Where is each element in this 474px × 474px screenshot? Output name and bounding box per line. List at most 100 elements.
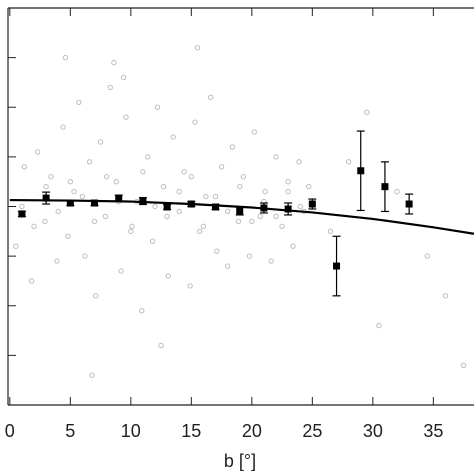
x-tick-label: 5 — [65, 421, 75, 441]
point — [107, 84, 113, 91]
binned-point — [212, 203, 220, 211]
point — [103, 174, 110, 180]
x-tick-label: 25 — [302, 421, 322, 441]
point — [86, 159, 93, 165]
point — [273, 213, 279, 220]
point — [296, 159, 302, 165]
point — [79, 193, 86, 200]
point — [290, 243, 296, 249]
point — [123, 114, 129, 120]
point — [62, 54, 69, 61]
point — [249, 218, 255, 225]
point — [139, 308, 145, 314]
binned-point — [381, 183, 389, 191]
point — [89, 372, 95, 378]
point — [257, 213, 264, 220]
point — [200, 223, 207, 230]
point — [55, 208, 61, 215]
point — [21, 164, 28, 170]
point — [181, 169, 187, 175]
point — [207, 94, 214, 101]
binned-point — [405, 200, 413, 208]
point — [187, 283, 193, 289]
point — [118, 268, 124, 274]
point — [67, 178, 74, 185]
point — [113, 178, 120, 185]
point — [394, 188, 400, 195]
point — [197, 228, 203, 235]
point — [262, 188, 268, 195]
x-tick-label: 10 — [121, 421, 141, 441]
binned-point — [236, 207, 244, 215]
point — [34, 149, 41, 155]
point — [129, 223, 135, 230]
point — [246, 253, 253, 259]
point — [251, 129, 257, 135]
point — [111, 59, 117, 66]
point — [170, 134, 176, 140]
point — [235, 218, 242, 225]
x-tick-label: 30 — [363, 421, 383, 441]
binned-point — [308, 200, 316, 208]
point — [164, 213, 170, 220]
point — [19, 203, 25, 210]
x-tick-label: 15 — [181, 421, 201, 441]
binned-point — [163, 203, 171, 211]
point — [424, 253, 430, 259]
binned-point — [18, 210, 26, 218]
point — [43, 183, 49, 190]
point — [149, 238, 156, 244]
binned-point — [284, 205, 292, 213]
point — [345, 159, 352, 165]
binned-point — [357, 167, 365, 175]
point — [65, 233, 71, 239]
point — [152, 203, 158, 210]
point — [165, 273, 172, 279]
point — [54, 258, 60, 264]
point — [364, 109, 370, 115]
point — [327, 228, 334, 235]
point — [48, 174, 54, 180]
point — [224, 208, 231, 215]
point — [71, 188, 77, 195]
point — [154, 104, 161, 110]
point — [188, 174, 195, 180]
point — [176, 208, 182, 215]
point — [194, 45, 201, 51]
point — [279, 223, 285, 230]
point — [460, 362, 467, 368]
x-tick-label: 0 — [5, 421, 15, 441]
x-tick-label: 35 — [423, 421, 443, 441]
point — [218, 164, 225, 170]
x-axis-label: b [°] — [224, 451, 256, 471]
binned-point — [42, 194, 50, 202]
point — [273, 154, 279, 160]
point — [145, 154, 151, 160]
point — [28, 278, 35, 284]
point — [376, 322, 382, 329]
point — [82, 253, 88, 259]
point — [268, 258, 274, 264]
point — [160, 183, 167, 190]
x-tick-label: 20 — [242, 421, 262, 441]
fit-line — [9, 198, 474, 235]
point — [60, 124, 66, 130]
point — [42, 218, 48, 225]
point — [91, 218, 98, 225]
point — [93, 293, 99, 299]
point — [140, 169, 146, 175]
point — [203, 193, 209, 200]
point — [229, 144, 236, 150]
point — [176, 188, 182, 195]
point — [285, 178, 291, 185]
point — [240, 174, 247, 180]
point — [297, 203, 303, 210]
point — [237, 183, 243, 190]
point — [13, 243, 19, 249]
point — [120, 74, 127, 81]
point — [97, 139, 104, 145]
point — [76, 99, 82, 105]
point — [212, 193, 219, 200]
binned-point — [66, 199, 74, 207]
